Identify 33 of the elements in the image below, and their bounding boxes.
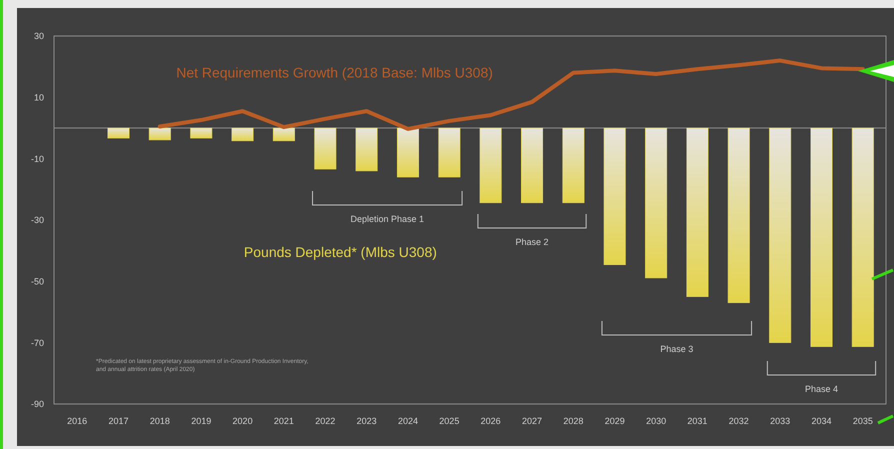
y-tick-label: -50 — [30, 276, 44, 286]
annotation: Phase 2 — [516, 237, 549, 247]
x-tick-label: 2025 — [439, 416, 460, 426]
x-tick-label: 2020 — [232, 416, 253, 426]
x-tick-label: 2018 — [150, 416, 170, 426]
annotation: Phase 4 — [804, 384, 838, 394]
x-tick-label: 2019 — [191, 416, 212, 426]
y-tick-label: -10 — [30, 154, 44, 164]
text: Net Requirements Growth (2018 Base: Mlbs U308) — [176, 64, 493, 80]
y-tick-label: -90 — [30, 399, 44, 410]
x-tick-label: 2030 — [646, 416, 666, 426]
text: Pounds Depleted* (Mlbs U308) — [244, 244, 437, 260]
x-tick-label: 2029 — [604, 416, 625, 426]
x-tick-label: 2026 — [480, 416, 501, 426]
x-tick-label: 2033 — [770, 416, 790, 426]
x-tick-label: 2032 — [728, 416, 749, 426]
x-tick-label: 2035 — [852, 416, 873, 426]
y-tick-label: 10 — [34, 92, 44, 102]
x-tick-label: 2034 — [811, 416, 832, 426]
x-tick-label: 2031 — [687, 416, 708, 426]
y-tick-label: 30 — [34, 31, 44, 42]
x-tick-label: 2021 — [274, 416, 294, 426]
x-tick-label: 2027 — [522, 416, 542, 426]
x-tick-label: 2024 — [398, 416, 418, 426]
annotation: Depletion Phase 1 — [350, 214, 424, 224]
x-tick-label: 2017 — [108, 416, 129, 426]
y-tick-label: -70 — [30, 338, 44, 348]
x-tick-label: 2016 — [67, 416, 88, 426]
x-tick-label: 2028 — [563, 416, 584, 426]
annotation: Phase 3 — [660, 344, 694, 354]
x-tick-label: 2022 — [315, 416, 336, 426]
y-tick-label: -30 — [30, 215, 44, 226]
x-tick-label: 2023 — [356, 416, 377, 426]
